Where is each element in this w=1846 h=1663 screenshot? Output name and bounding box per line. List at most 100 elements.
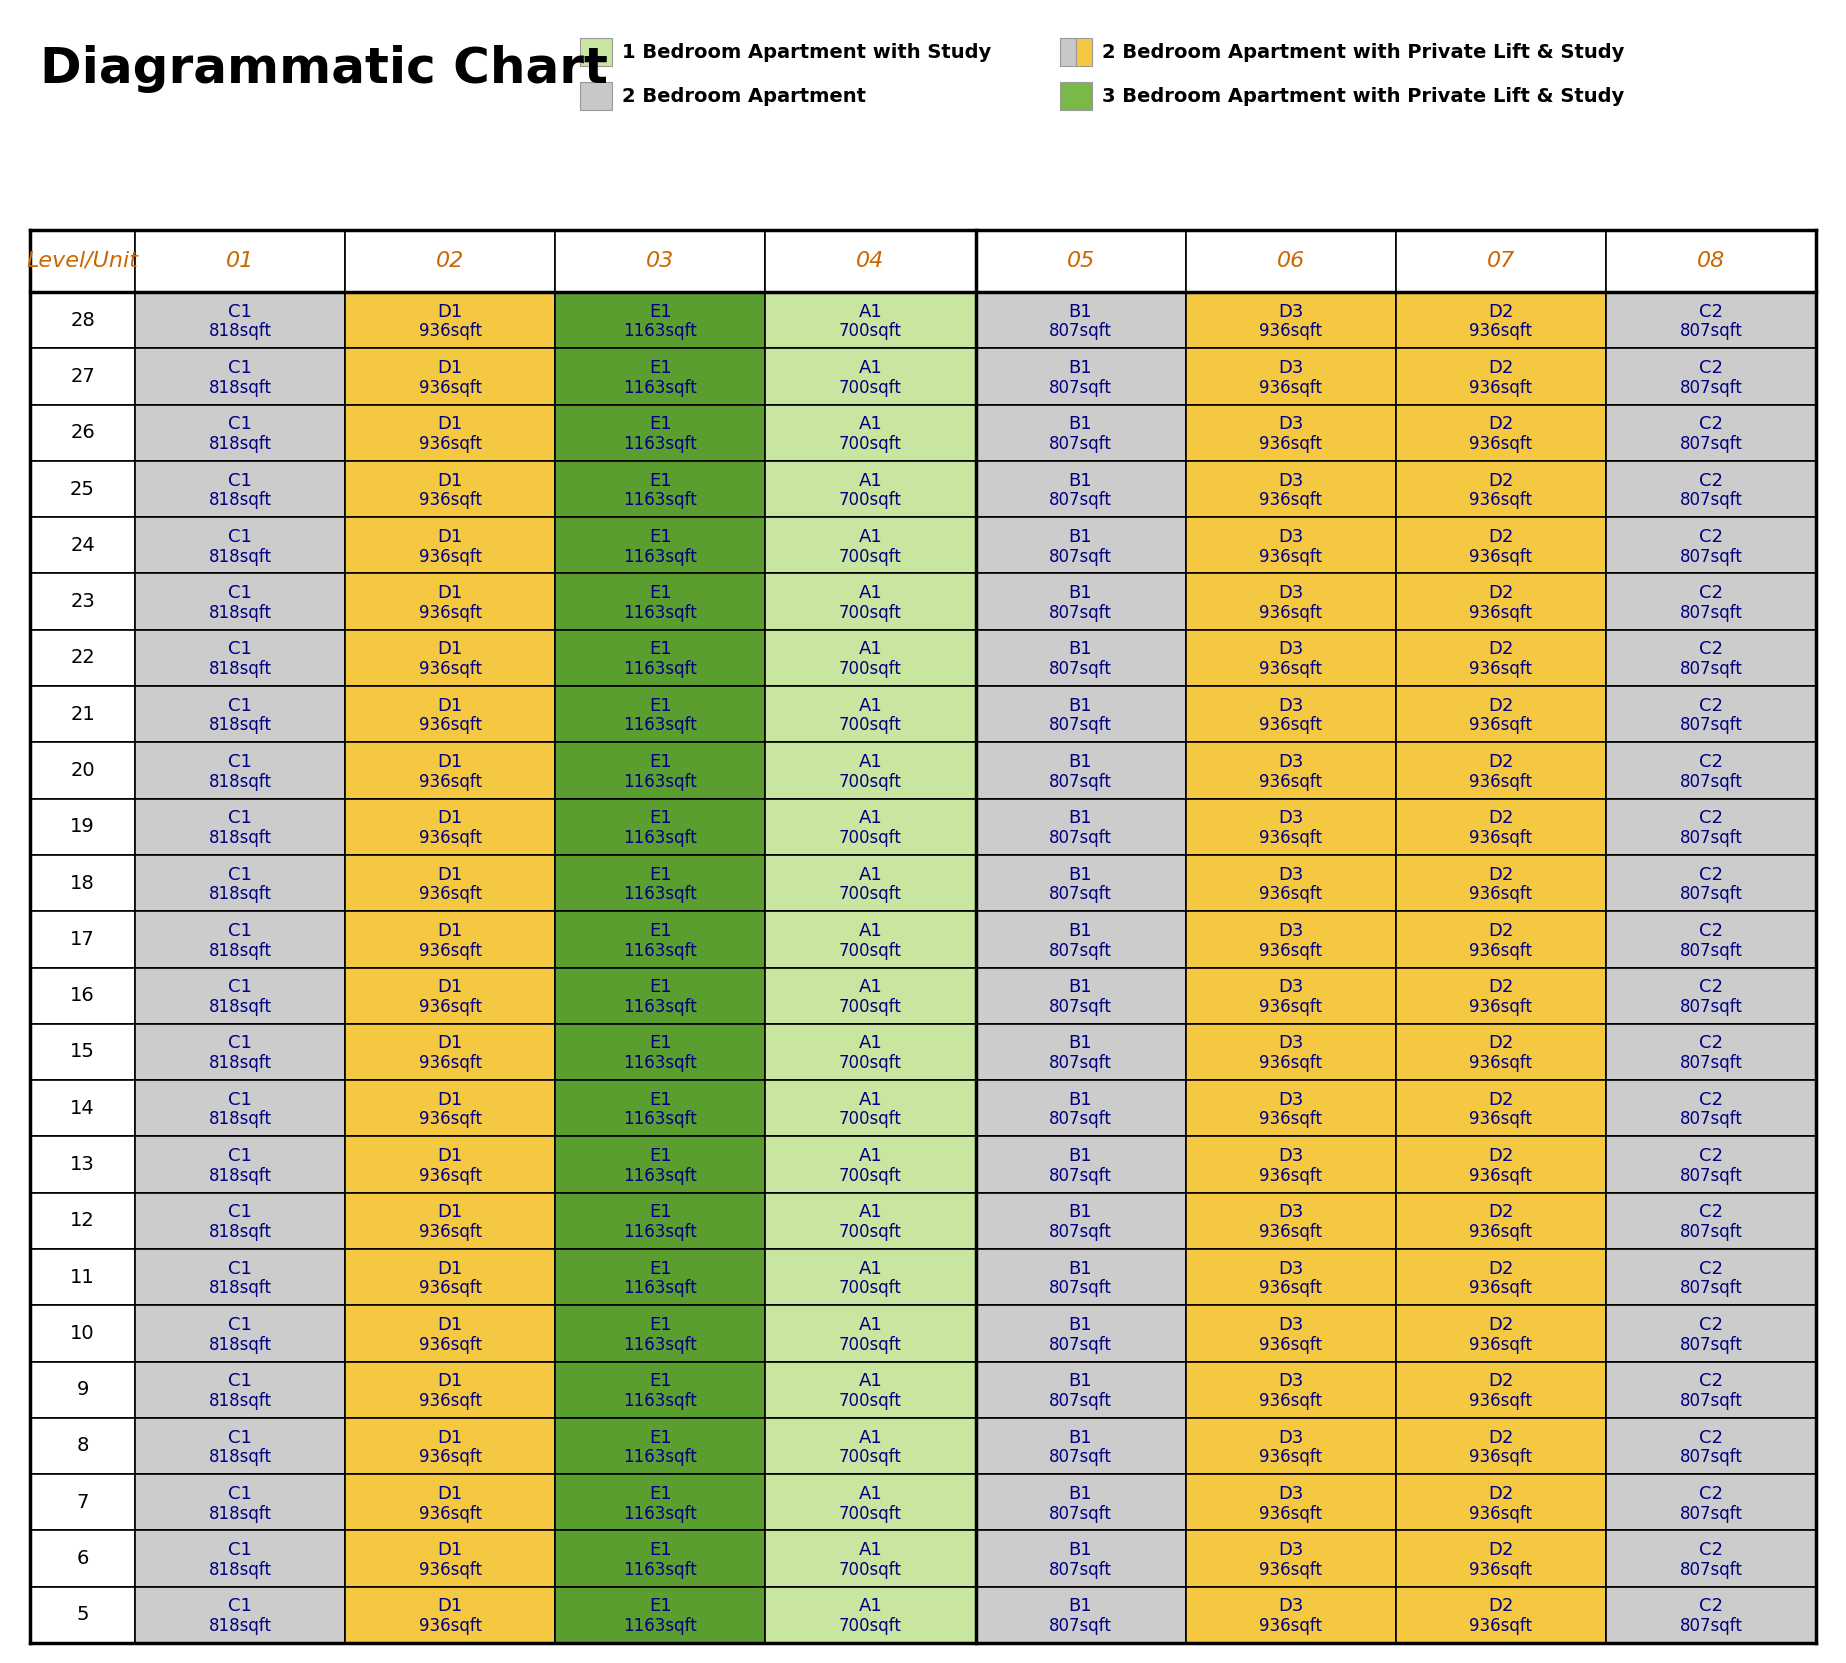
Bar	[1185, 1305, 1396, 1362]
Text: 936sqft: 936sqft	[419, 1392, 482, 1410]
Text: 27: 27	[70, 368, 94, 386]
Bar	[1396, 1136, 1606, 1192]
Bar	[345, 517, 556, 574]
Text: A1: A1	[858, 1147, 882, 1166]
Text: 08: 08	[1696, 251, 1724, 271]
Text: E1: E1	[650, 1372, 672, 1390]
Text: A1: A1	[858, 1034, 882, 1053]
Text: 25: 25	[70, 479, 94, 499]
Bar	[30, 404, 135, 461]
Bar	[975, 1136, 1185, 1192]
Bar	[766, 1192, 975, 1249]
Bar	[135, 1362, 345, 1419]
Text: A1: A1	[858, 359, 882, 378]
Text: 700sqft: 700sqft	[838, 941, 903, 960]
Text: D3: D3	[1277, 810, 1303, 827]
Bar	[30, 461, 135, 517]
Text: D3: D3	[1277, 921, 1303, 940]
Text: 807sqft: 807sqft	[1680, 379, 1743, 397]
Text: 1163sqft: 1163sqft	[624, 1222, 698, 1241]
Text: A1: A1	[858, 1598, 882, 1615]
Bar	[345, 855, 556, 911]
Bar	[30, 229, 135, 293]
Text: 936sqft: 936sqft	[1259, 998, 1322, 1016]
Bar	[975, 1305, 1185, 1362]
Bar	[1606, 404, 1816, 461]
Text: A1: A1	[858, 472, 882, 489]
Text: C1: C1	[229, 584, 253, 602]
Text: 807sqft: 807sqft	[1680, 660, 1743, 679]
Bar	[1396, 742, 1606, 798]
Bar	[975, 1249, 1185, 1305]
Bar	[30, 798, 135, 855]
Bar	[1185, 229, 1396, 293]
Text: D3: D3	[1277, 303, 1303, 321]
Bar	[1185, 404, 1396, 461]
Text: 936sqft: 936sqft	[419, 1054, 482, 1073]
Text: 807sqft: 807sqft	[1049, 323, 1111, 341]
Text: 818sqft: 818sqft	[209, 1448, 271, 1467]
Text: 807sqft: 807sqft	[1049, 1279, 1111, 1297]
Bar	[556, 1473, 766, 1530]
Bar	[1606, 293, 1816, 348]
Bar	[30, 1192, 135, 1249]
Text: 807sqft: 807sqft	[1680, 1562, 1743, 1578]
Bar	[135, 229, 345, 293]
Text: 807sqft: 807sqft	[1680, 436, 1743, 452]
Text: C1: C1	[229, 1204, 253, 1221]
Text: 936sqft: 936sqft	[1469, 717, 1532, 735]
Bar	[135, 968, 345, 1024]
Bar	[30, 1587, 135, 1643]
Text: D3: D3	[1277, 1429, 1303, 1447]
Bar	[766, 687, 975, 742]
Text: 818sqft: 818sqft	[209, 1111, 271, 1129]
Text: C1: C1	[229, 1598, 253, 1615]
Text: B1: B1	[1069, 1091, 1093, 1109]
Text: 1163sqft: 1163sqft	[624, 1335, 698, 1354]
Bar	[975, 1362, 1185, 1419]
Bar	[766, 1024, 975, 1079]
Text: A1: A1	[858, 1204, 882, 1221]
Text: E1: E1	[650, 416, 672, 434]
Bar	[1606, 1192, 1816, 1249]
Bar	[1396, 574, 1606, 630]
Text: E1: E1	[650, 359, 672, 378]
Bar	[30, 742, 135, 798]
Text: C1: C1	[229, 1091, 253, 1109]
Text: B1: B1	[1069, 640, 1093, 659]
Bar	[135, 630, 345, 687]
Text: D2: D2	[1488, 1091, 1514, 1109]
Bar	[1606, 630, 1816, 687]
Text: D2: D2	[1488, 1372, 1514, 1390]
Bar	[975, 293, 1185, 348]
Text: 16: 16	[70, 986, 94, 1004]
Bar	[1185, 1587, 1396, 1643]
Text: 807sqft: 807sqft	[1049, 379, 1111, 397]
Text: 06: 06	[1277, 251, 1305, 271]
Text: 818sqft: 818sqft	[209, 773, 271, 790]
Text: C2: C2	[1698, 527, 1722, 545]
Text: 936sqft: 936sqft	[1469, 1616, 1532, 1635]
Bar	[975, 742, 1185, 798]
Text: E1: E1	[650, 1598, 672, 1615]
Text: E1: E1	[650, 1034, 672, 1053]
Text: 700sqft: 700sqft	[838, 1335, 903, 1354]
Text: 22: 22	[70, 649, 94, 667]
Text: B1: B1	[1069, 978, 1093, 996]
Text: 818sqft: 818sqft	[209, 1222, 271, 1241]
Bar	[556, 1419, 766, 1473]
Text: 936sqft: 936sqft	[1469, 885, 1532, 903]
Text: D1: D1	[438, 697, 463, 715]
Text: E1: E1	[650, 303, 672, 321]
Text: C2: C2	[1698, 1485, 1722, 1503]
Text: B1: B1	[1069, 1315, 1093, 1334]
Text: 807sqft: 807sqft	[1680, 1167, 1743, 1184]
Text: D1: D1	[438, 640, 463, 659]
Text: 818sqft: 818sqft	[209, 604, 271, 622]
Text: 807sqft: 807sqft	[1680, 717, 1743, 735]
Text: 936sqft: 936sqft	[419, 1222, 482, 1241]
Bar	[135, 798, 345, 855]
Text: 936sqft: 936sqft	[1469, 1562, 1532, 1578]
Text: B1: B1	[1069, 753, 1093, 772]
Bar	[1185, 1079, 1396, 1136]
